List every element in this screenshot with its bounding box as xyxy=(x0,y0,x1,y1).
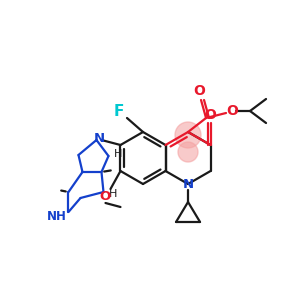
Text: NH: NH xyxy=(46,209,66,223)
Text: H: H xyxy=(114,149,123,159)
Circle shape xyxy=(178,142,198,162)
Text: N: N xyxy=(94,131,105,145)
Text: N: N xyxy=(182,178,194,190)
Circle shape xyxy=(175,122,201,148)
Text: O: O xyxy=(226,104,238,118)
Text: H: H xyxy=(109,189,118,199)
Text: O: O xyxy=(193,84,205,98)
Text: F: F xyxy=(114,103,124,118)
Text: O: O xyxy=(100,190,111,203)
Text: O: O xyxy=(205,108,217,122)
